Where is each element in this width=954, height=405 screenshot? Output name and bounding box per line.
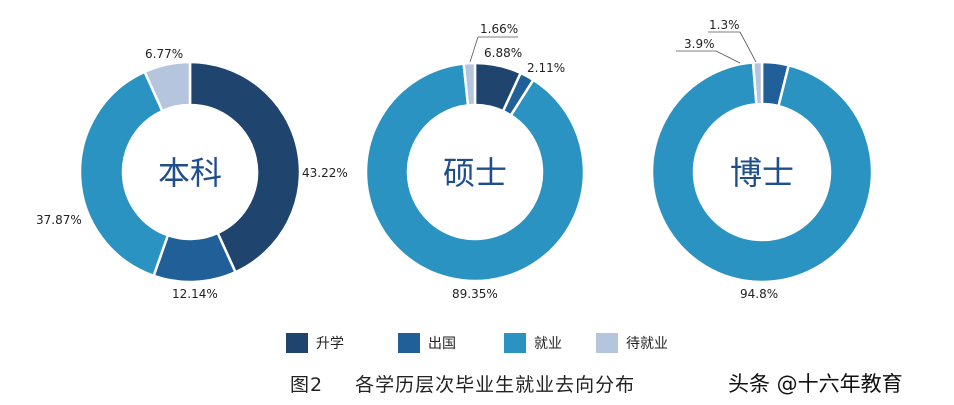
label-master-employed: 89.35% — [452, 287, 498, 301]
legend: 升学 出国 就业 待就业 — [286, 333, 668, 353]
donut-segment-就业 — [650, 61, 874, 284]
donut-segment-就业 — [364, 62, 586, 283]
label-master-pending: 1.66% — [480, 22, 518, 36]
data-labels: 6.77% 43.22% 12.14% 37.87% 本科 1.66% 6.88… — [36, 18, 794, 301]
watermark: 头条 @十六年教育 — [728, 372, 903, 396]
donut-master — [364, 61, 586, 283]
legend-label: 升学 — [316, 336, 344, 352]
figure-number: 图2 — [290, 374, 324, 396]
figure-title: 各学历层次毕业生就业去向分布 — [355, 374, 636, 396]
legend-swatch — [398, 333, 420, 353]
legend-swatch — [286, 333, 308, 353]
leader-line — [715, 50, 741, 64]
center-title-master: 硕士 — [443, 154, 507, 192]
legend-swatch — [596, 333, 618, 353]
legend-item-employed: 就业 — [504, 333, 596, 353]
leader-line — [739, 31, 757, 63]
label-bachelor-further-study: 43.22% — [302, 166, 348, 180]
donut-segment-待就业 — [142, 60, 192, 113]
label-bachelor-abroad: 12.14% — [172, 287, 218, 301]
label-doctor-employed: 94.8% — [740, 287, 778, 301]
label-master-abroad: 2.11% — [527, 61, 565, 75]
legend-label: 待就业 — [626, 336, 668, 352]
label-doctor-pending: 1.3% — [709, 18, 740, 32]
legend-item-pending: 待就业 — [596, 333, 668, 353]
label-doctor-abroad: 3.9% — [684, 37, 715, 51]
legend-swatch — [504, 333, 526, 353]
center-title-doctor: 博士 — [730, 154, 794, 192]
donut-segment-待就业 — [462, 61, 477, 107]
legend-label: 出国 — [428, 336, 456, 352]
donut-segment-就业 — [78, 70, 170, 278]
donut-segment-待就业 — [751, 60, 764, 106]
center-title-bachelor: 本科 — [158, 154, 222, 192]
legend-label: 就业 — [534, 336, 562, 352]
leader-line — [469, 36, 479, 63]
label-master-further-study: 6.88% — [484, 46, 522, 60]
label-bachelor-employed: 37.87% — [36, 213, 82, 227]
donut-segment-升学 — [188, 60, 302, 274]
donut-bachelor — [78, 60, 302, 284]
figure-caption: 图2 各学历层次毕业生就业去向分布 — [290, 370, 635, 397]
legend-item-further-study: 升学 — [286, 333, 398, 353]
legend-item-abroad: 出国 — [398, 333, 504, 353]
donut-charts: 6.77% 43.22% 12.14% 37.87% 本科 1.66% 6.88… — [36, 18, 874, 301]
donut-doctor — [650, 60, 874, 284]
label-bachelor-pending: 6.77% — [145, 47, 183, 61]
